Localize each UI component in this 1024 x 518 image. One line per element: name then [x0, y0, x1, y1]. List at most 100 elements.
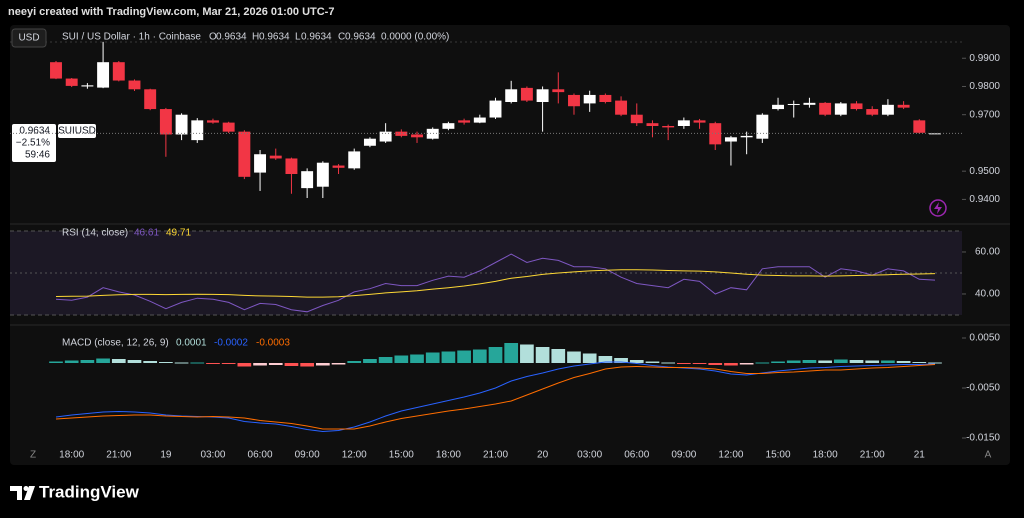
histogram-bar	[786, 360, 801, 363]
candle-body	[81, 85, 94, 87]
candle-body	[819, 102, 832, 115]
x-tick-label: 12:00	[342, 450, 367, 461]
candle-body	[866, 109, 879, 115]
histogram-bar	[504, 343, 519, 363]
histogram-bar	[818, 360, 832, 363]
histogram-bar	[865, 360, 880, 363]
histogram-bar	[253, 363, 267, 366]
x-tick-label: 21:00	[106, 450, 131, 461]
candle-body	[363, 138, 376, 146]
candle-body	[834, 103, 847, 115]
logo-mark	[23, 486, 29, 491]
y-tick-label: 40.00	[975, 289, 1000, 300]
histogram-bar	[582, 353, 597, 363]
currency-label[interactable]: USD	[18, 33, 39, 44]
candle-body	[756, 114, 769, 139]
histogram-bar	[912, 362, 927, 363]
alert-icon[interactable]	[929, 199, 947, 217]
candle-body	[850, 103, 863, 110]
candle-body	[724, 137, 737, 142]
rsi-value: 46.61	[134, 228, 159, 239]
zoom-button[interactable]: Z	[30, 450, 36, 461]
price-badge-change: −2.51%	[16, 138, 50, 149]
histogram-bar	[284, 363, 299, 366]
histogram-bar	[237, 363, 252, 367]
histogram-bar	[520, 344, 534, 363]
y-tick-label: 0.9400	[969, 194, 1000, 205]
ohlc-letter: L	[295, 32, 301, 43]
candle-body	[411, 134, 423, 138]
logo-mark	[24, 486, 35, 500]
histogram-bar	[80, 360, 95, 363]
candle-body	[254, 154, 267, 173]
candle-body	[693, 120, 706, 123]
histogram-bar	[363, 359, 377, 363]
histogram-bar	[315, 363, 330, 366]
ohlc-letter: H	[252, 32, 259, 43]
currency-button[interactable]	[11, 28, 47, 48]
ohlc-letter: C	[338, 32, 345, 43]
histogram-bar	[598, 356, 613, 363]
candle-body	[332, 165, 345, 168]
candle-body	[803, 102, 816, 105]
histogram-bar	[441, 351, 456, 363]
histogram-bar	[378, 357, 393, 363]
histogram-bar	[928, 362, 942, 364]
candle-body	[175, 114, 188, 135]
rsi-title: RSI (14, close)	[62, 228, 128, 239]
histogram-bar	[49, 361, 63, 363]
y-tick-label: 60.00	[975, 247, 1000, 258]
candle-body	[269, 155, 282, 159]
x-tick-label: 18:00	[59, 450, 84, 461]
y-tick-label: -0.0050	[966, 383, 1000, 394]
histogram-bar	[425, 352, 440, 363]
macd-value: -0.0002	[214, 338, 248, 349]
candle-body	[881, 104, 894, 115]
candle-body	[128, 80, 141, 90]
candle-body	[552, 89, 565, 93]
candle-body	[348, 151, 361, 169]
histogram-bar	[849, 360, 864, 363]
ohlc-value: 0.9634	[345, 32, 376, 43]
x-tick-label: 21:00	[860, 450, 885, 461]
ohlc-value: 0.9634	[259, 32, 290, 43]
histogram-bar	[174, 362, 189, 364]
histogram-bar	[614, 358, 628, 363]
rsi-ma-value: 49.71	[166, 228, 191, 239]
candle-body	[426, 128, 439, 139]
ohlc-value: 0.9634	[216, 32, 247, 43]
indicator-line	[55, 364, 936, 430]
candle-body	[505, 89, 518, 102]
candle-body	[520, 87, 533, 101]
candle-body	[159, 109, 172, 135]
macd-signal-value: -0.0003	[256, 338, 290, 349]
price-badge-countdown: 59:46	[25, 150, 50, 161]
candle-body	[395, 131, 408, 136]
histogram-bar	[457, 350, 471, 363]
histogram-bar	[268, 363, 283, 365]
candle-body	[458, 120, 471, 123]
x-tick-label: 06:00	[624, 450, 649, 461]
histogram-bar	[96, 358, 110, 363]
ohlc-value: 0.9634	[301, 32, 332, 43]
indicator-line	[55, 269, 936, 298]
candle-body	[222, 122, 235, 132]
histogram-bar	[833, 359, 848, 363]
x-tick-label: 09:00	[671, 450, 696, 461]
histogram-bar	[190, 362, 205, 364]
candle-body	[442, 123, 455, 129]
candle-body	[615, 100, 628, 115]
histogram-bar	[410, 354, 424, 363]
histogram-bar	[551, 349, 566, 363]
candle-body	[316, 162, 329, 187]
ohlc-letter: O	[209, 32, 217, 43]
histogram-bar	[708, 363, 723, 365]
auto-button[interactable]: A	[985, 450, 992, 461]
candle-body	[772, 104, 785, 110]
x-tick-label: 15:00	[766, 450, 791, 461]
alert-icon-bolt[interactable]	[934, 202, 942, 214]
candle-body	[144, 89, 157, 110]
y-tick-label: -0.0150	[966, 433, 1000, 444]
candle-body	[568, 94, 580, 107]
x-tick-label: 21:00	[483, 450, 508, 461]
